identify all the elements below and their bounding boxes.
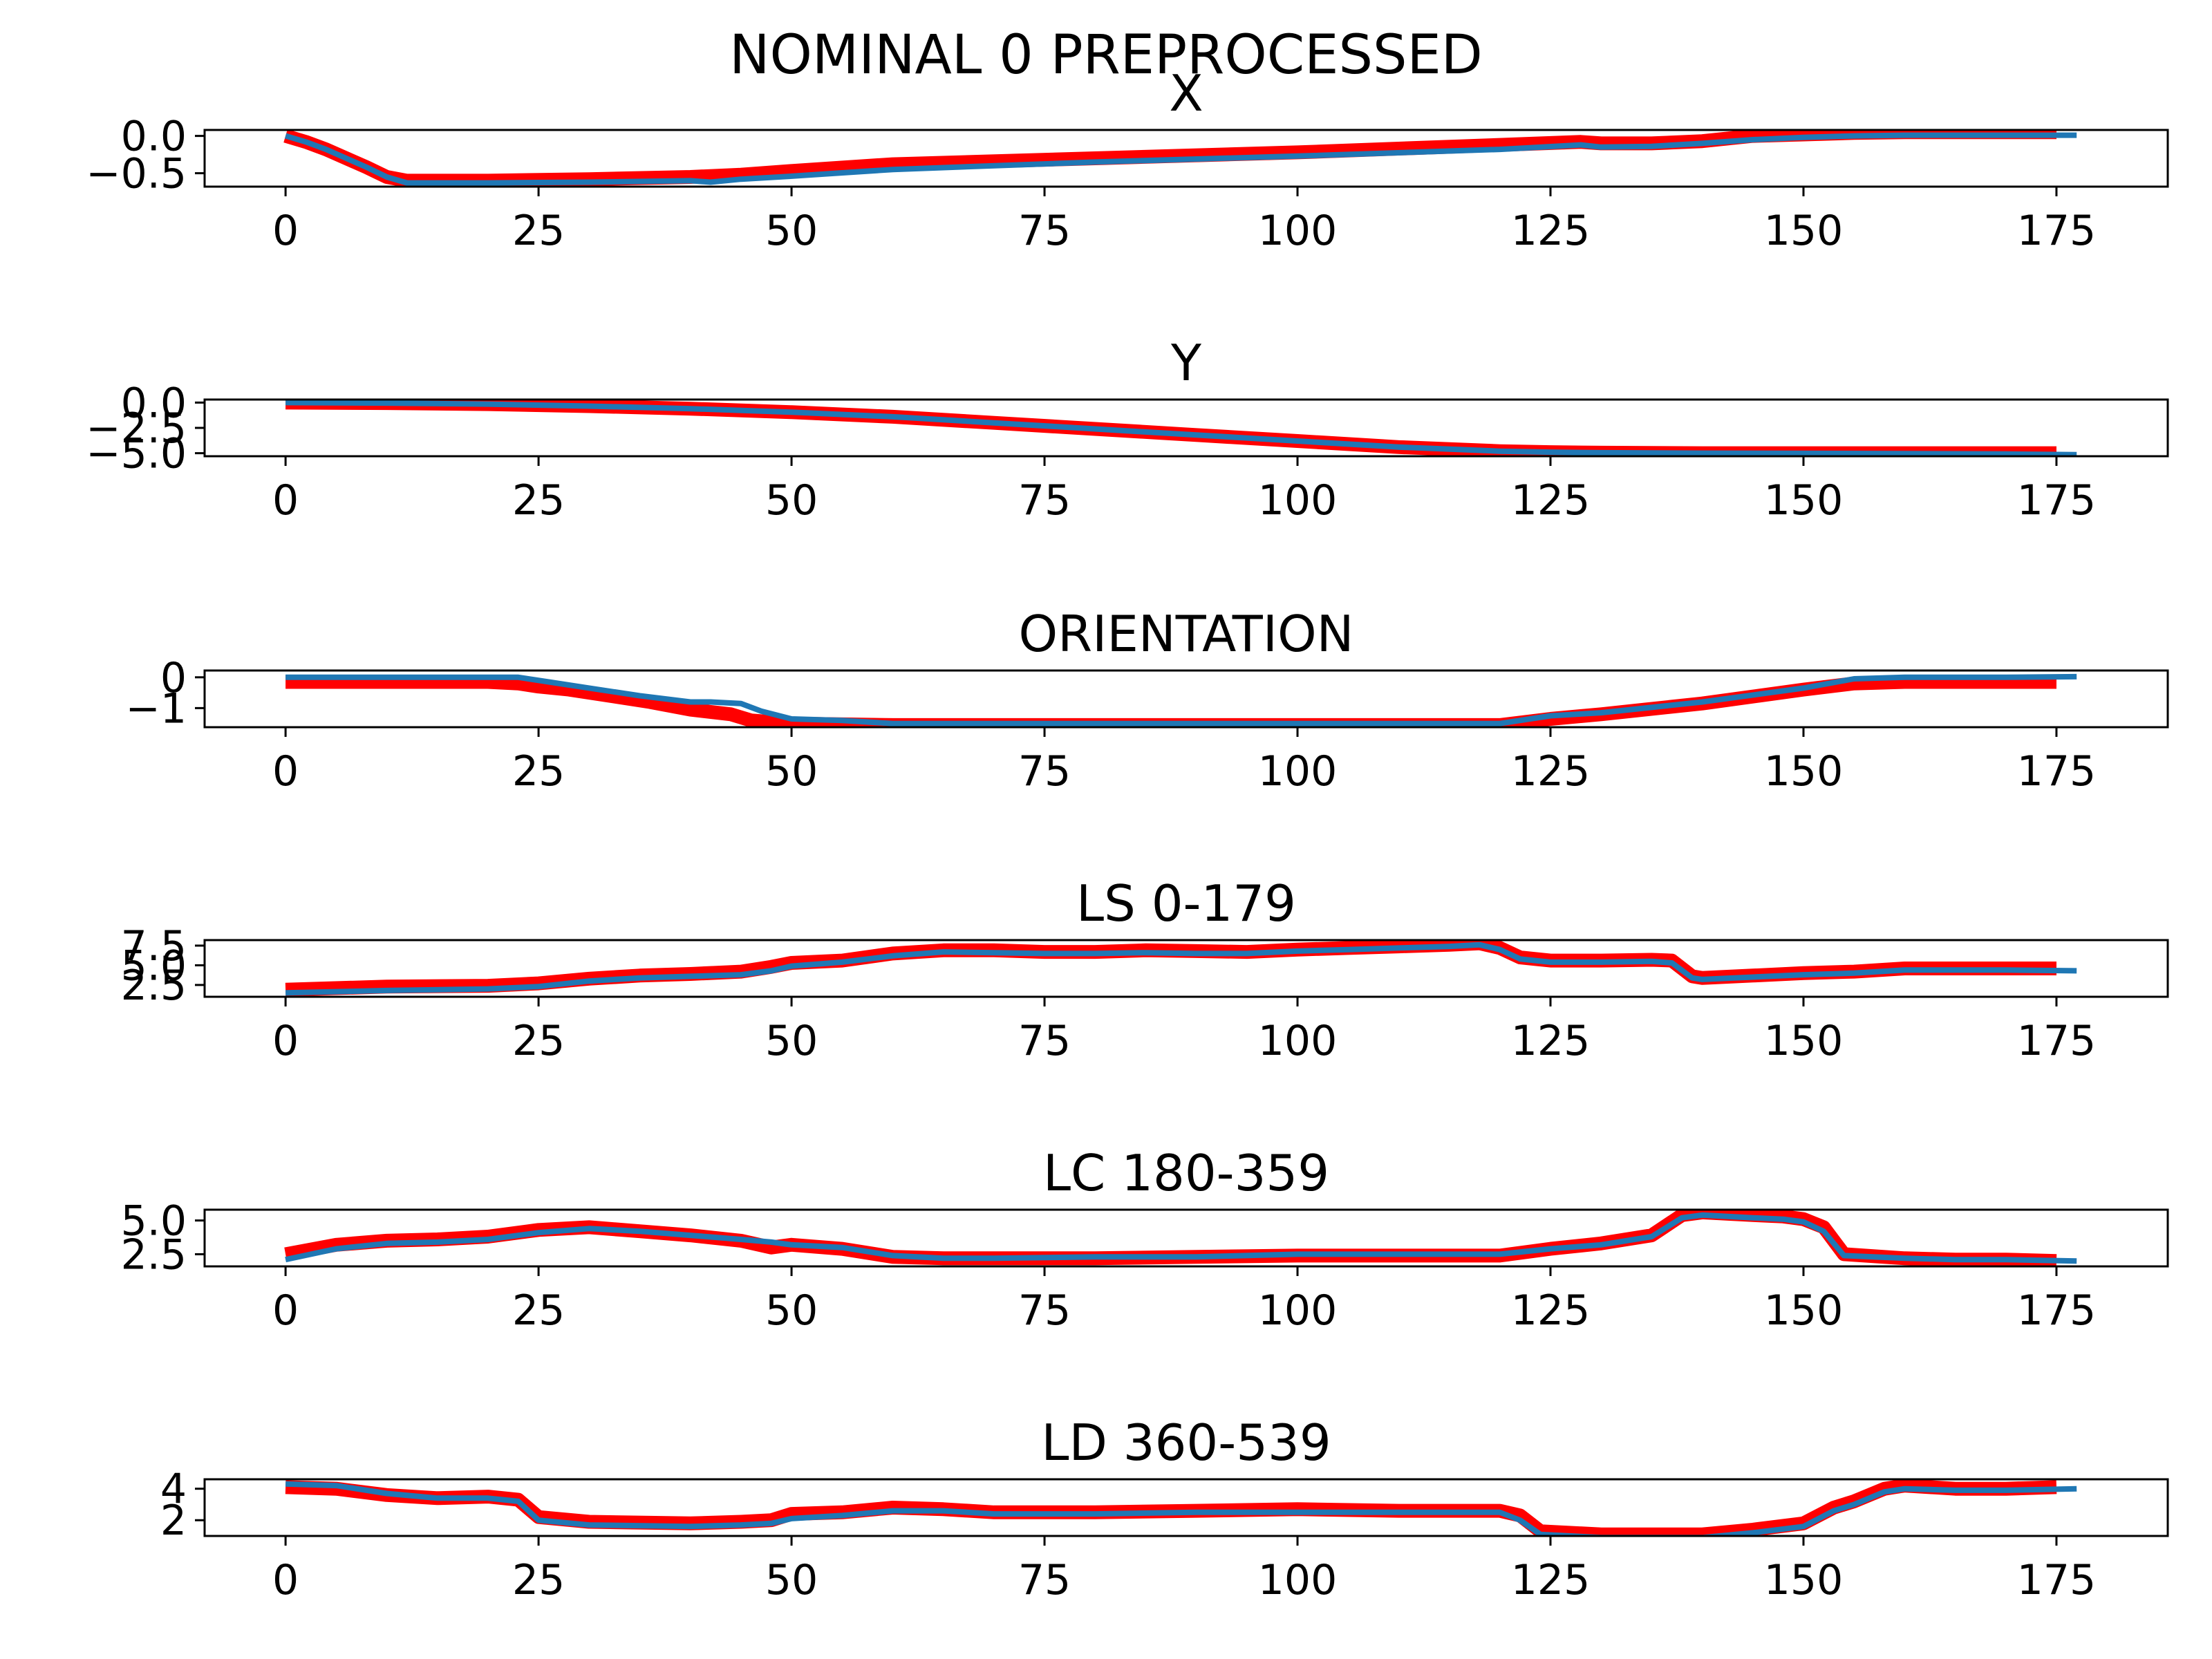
- axes-frame: [203, 669, 2169, 729]
- axes-frame: [203, 1208, 2169, 1268]
- blue-mean-series: [285, 1212, 2077, 1264]
- x-tick-label: 0: [272, 747, 299, 796]
- axes-frame: [203, 129, 2169, 188]
- subplot-title: LS 0-179: [1076, 874, 1296, 932]
- x-tick-label: 50: [765, 1017, 818, 1065]
- y-tick-label: −1: [126, 684, 187, 733]
- x-tick-label: 125: [1511, 476, 1591, 525]
- x-tick-label: 25: [512, 1017, 565, 1065]
- y-tick-label: 2: [160, 1497, 187, 1545]
- x-tick-label: 50: [765, 1556, 818, 1604]
- plot-area: [285, 400, 2077, 456]
- blue-mean-series: [285, 1481, 2077, 1536]
- y-tick-label: 5.0: [121, 1197, 187, 1246]
- x-tick-label: 25: [512, 1286, 565, 1335]
- subplot-1: X 0 25 50 75 100 125 150 175 0.0−0.5: [86, 64, 2169, 255]
- x-tick-label: 0: [272, 207, 299, 255]
- blue-mean-series: [284, 132, 2077, 186]
- blue-mean-series: [285, 400, 2077, 456]
- x-tick-label: 175: [2017, 1556, 2097, 1604]
- x-tick-label: 100: [1258, 747, 1338, 796]
- x-tick-label: 175: [2017, 1286, 2097, 1335]
- x-tick-label: 100: [1258, 1556, 1338, 1604]
- y-tick-label: 4: [160, 1465, 187, 1514]
- y-tick-label: −0.5: [86, 150, 187, 198]
- x-tick-label: 50: [765, 1286, 818, 1335]
- x-tick-label: 125: [1511, 1286, 1591, 1335]
- x-tick-label: 75: [1018, 1556, 1071, 1604]
- subplot-title: Y: [1170, 334, 1202, 392]
- x-tick-label: 25: [512, 747, 565, 796]
- x-tick-label: 150: [1764, 747, 1844, 796]
- x-tick-label: 150: [1764, 1556, 1844, 1604]
- x-tick-label: 25: [512, 207, 565, 255]
- x-tick-label: 125: [1511, 1556, 1591, 1604]
- x-tick-label: 0: [272, 1017, 299, 1065]
- plot-area: [285, 1479, 2077, 1536]
- x-tick-label: 150: [1764, 1017, 1844, 1065]
- plot-area: [283, 130, 2077, 187]
- y-tick-label: 2.5: [121, 1230, 187, 1279]
- y-tick-label: 7.5: [121, 922, 187, 971]
- blue-mean-series: [285, 673, 2077, 727]
- axes-frame: [203, 939, 2169, 998]
- x-tick-label: 175: [2017, 747, 2097, 796]
- subplot-4: LS 0-179 0 25 50 75 100 125 150 175 7.55.02.5: [121, 874, 2169, 1065]
- x-tick-label: 75: [1018, 476, 1071, 525]
- x-tick-label: 175: [2017, 1017, 2097, 1065]
- subplot-title: LC 180-359: [1043, 1144, 1329, 1202]
- x-tick-label: 150: [1764, 207, 1844, 255]
- y-tick-label: 0.0: [121, 379, 187, 427]
- x-tick-label: 175: [2017, 207, 2097, 255]
- x-tick-label: 100: [1258, 476, 1338, 525]
- x-tick-label: 50: [765, 207, 818, 255]
- y-tick-label: 0: [160, 654, 187, 702]
- x-tick-label: 175: [2017, 476, 2097, 525]
- x-tick-label: 150: [1764, 476, 1844, 525]
- x-tick-label: 100: [1258, 207, 1338, 255]
- plot-area: [285, 940, 2077, 997]
- subplot-6: LD 360-539 0 25 50 75 100 125 150 175 42: [160, 1414, 2169, 1604]
- x-tick-label: 75: [1018, 207, 1071, 255]
- y-tick-label: 2.5: [121, 962, 187, 1010]
- figure-suptitle: NOMINAL 0 PREPROCESSED: [729, 24, 1483, 86]
- x-tick-label: 50: [765, 747, 818, 796]
- x-tick-label: 0: [272, 1556, 299, 1604]
- subplot-title: LD 360-539: [1041, 1414, 1331, 1472]
- blue-mean-series: [285, 941, 2077, 996]
- x-tick-label: 75: [1018, 1017, 1071, 1065]
- x-tick-label: 25: [512, 476, 565, 525]
- subplot-title: ORIENTATION: [1018, 605, 1353, 663]
- y-tick-label: 5.0: [121, 941, 187, 990]
- x-tick-label: 125: [1511, 207, 1591, 255]
- x-tick-label: 75: [1018, 1286, 1071, 1335]
- x-tick-label: 100: [1258, 1017, 1338, 1065]
- x-tick-label: 125: [1511, 1017, 1591, 1065]
- subplot-2: Y 0 25 50 75 100 125 150 175 0.0−2.5−5.0: [86, 334, 2169, 525]
- plot-area: [284, 1210, 2077, 1266]
- subplot-title: X: [1169, 64, 1203, 122]
- x-tick-label: 125: [1511, 747, 1591, 796]
- x-tick-label: 150: [1764, 1286, 1844, 1335]
- subplot-5: LC 180-359 0 25 50 75 100 125 150 175 5.02.5: [121, 1144, 2169, 1335]
- y-tick-label: 0.0: [121, 113, 187, 161]
- y-tick-label: −5.0: [86, 430, 187, 478]
- x-tick-label: 100: [1258, 1286, 1338, 1335]
- x-tick-label: 25: [512, 1556, 565, 1604]
- plot-area: [285, 673, 2077, 727]
- x-tick-label: 0: [272, 1286, 299, 1335]
- x-tick-label: 50: [765, 476, 818, 525]
- x-tick-label: 75: [1018, 747, 1071, 796]
- x-tick-label: 0: [272, 476, 299, 525]
- y-tick-label: −2.5: [86, 404, 187, 453]
- axes-frame: [203, 1478, 2169, 1537]
- red-band-series: [285, 400, 2056, 456]
